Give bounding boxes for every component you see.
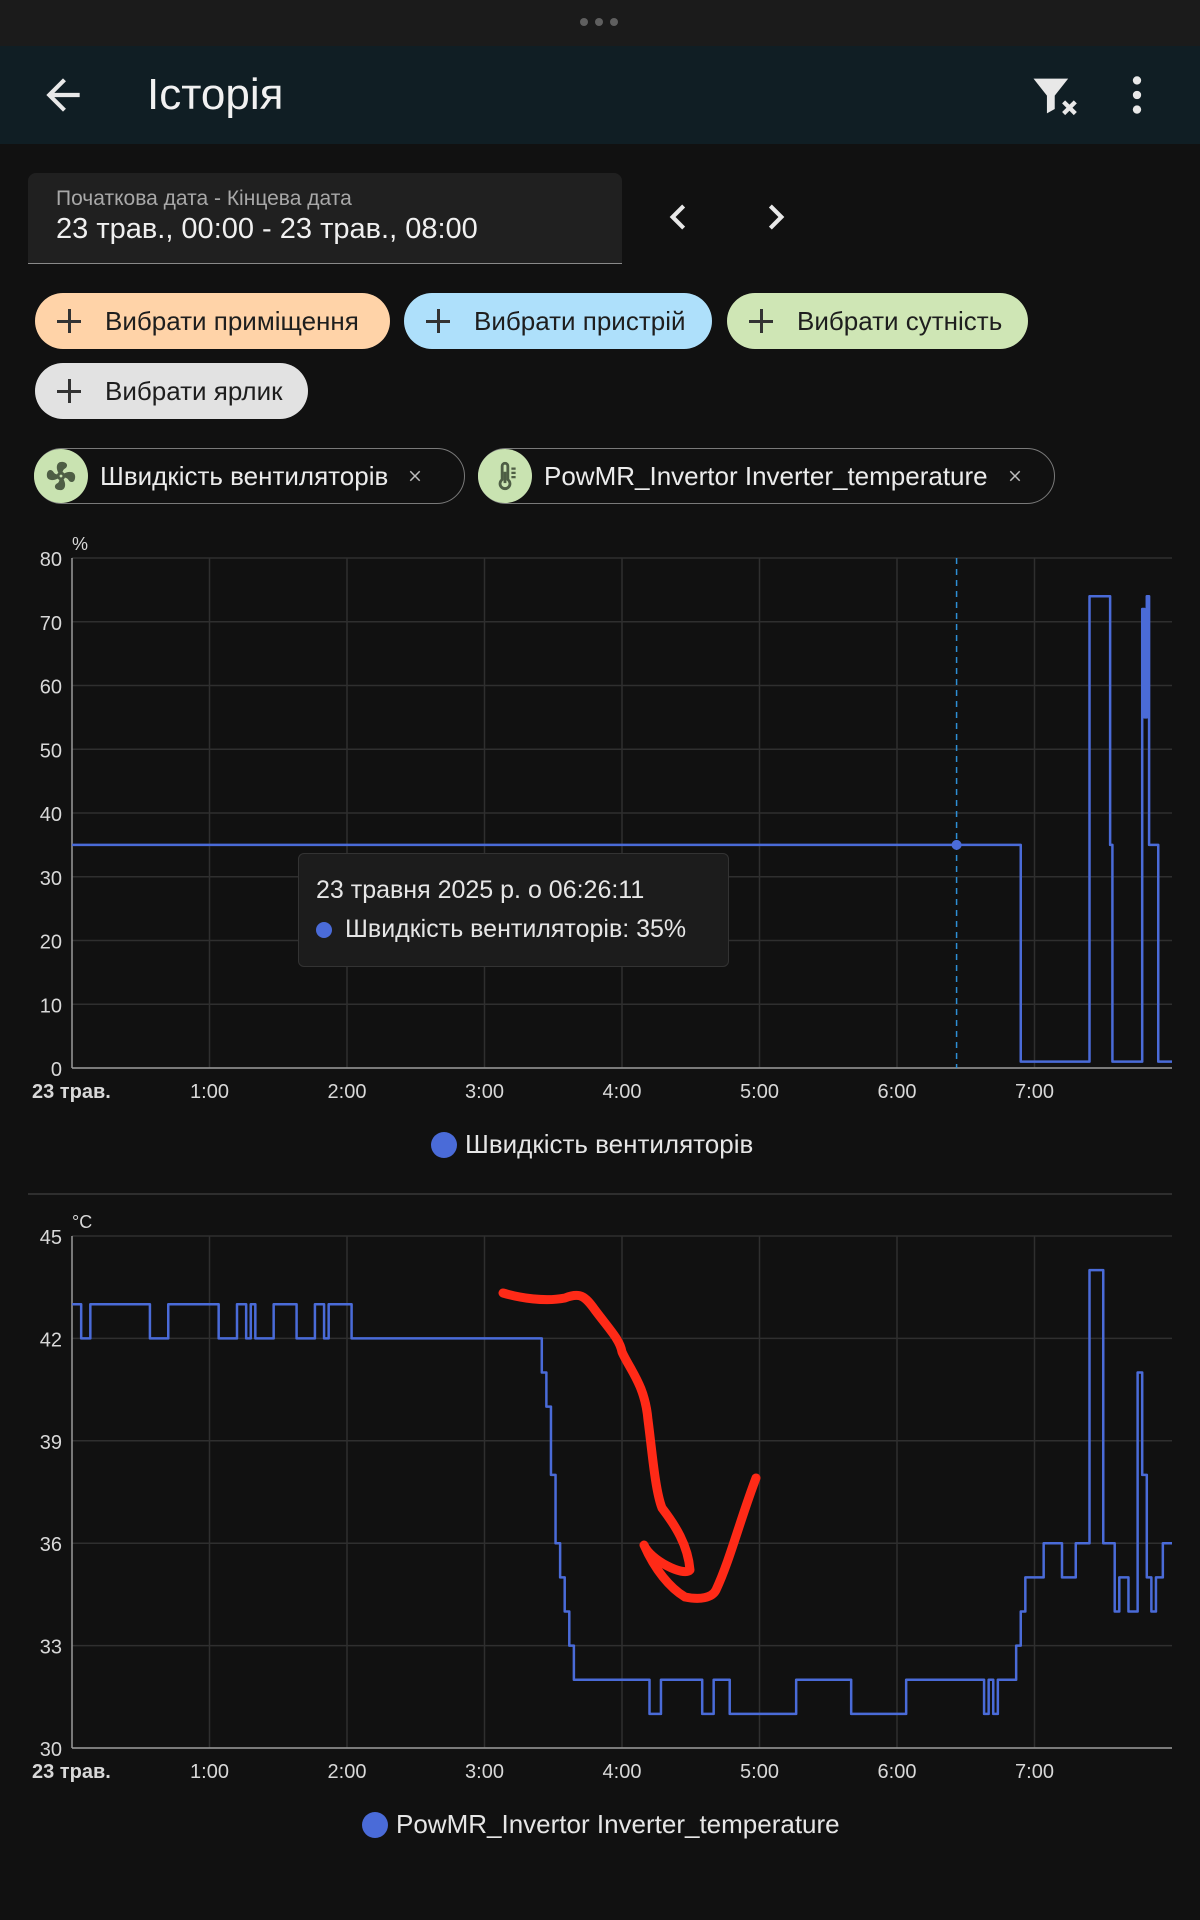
dots-vertical-icon[interactable]: [1112, 70, 1162, 120]
plus-icon: [749, 309, 773, 333]
x-tick-label: 23 трав.: [32, 1081, 111, 1103]
date-range-label: Початкова дата - Кінцева дата: [56, 187, 352, 210]
system-navigation-area: [0, 1880, 1200, 1920]
y-axis-unit: °C: [72, 1212, 92, 1232]
x-tick-label: 4:00: [603, 1761, 642, 1783]
legend-label: PowMR_Invertor Inverter_temperature: [396, 1809, 840, 1839]
date-range-value: 23 трав., 00:00 - 23 трав., 08:00: [56, 213, 478, 245]
series-line: [72, 1268, 1172, 1716]
y-tick-label: 45: [40, 1227, 62, 1249]
y-tick-label: 20: [40, 932, 62, 954]
y-tick-label: 70: [40, 613, 62, 635]
drag-handle[interactable]: [580, 18, 618, 26]
close-icon[interactable]: [406, 467, 424, 485]
entity-chip-label: PowMR_Invertor Inverter_temperature: [544, 460, 988, 491]
y-tick-label: 60: [40, 677, 62, 699]
y-tick-label: 50: [40, 740, 62, 762]
x-tick-label: 1:00: [190, 1761, 229, 1783]
page-title: Історія: [147, 70, 284, 119]
x-tick-label: 2:00: [328, 1081, 367, 1103]
y-tick-label: 0: [51, 1059, 62, 1081]
choose-device-button[interactable]: Вибрати пристрій: [404, 293, 712, 349]
y-tick-label: 30: [40, 1739, 62, 1761]
close-icon[interactable]: [1006, 467, 1024, 485]
chart-tooltip: 23 травня 2025 р. о 06:26:11 Швидкість в…: [298, 853, 729, 967]
choose-label-button[interactable]: Вибрати ярлик: [35, 363, 308, 419]
legend-label: Швидкість вентиляторів: [465, 1129, 754, 1159]
y-tick-label: 42: [40, 1329, 62, 1351]
tooltip-entry: Швидкість вентиляторів: 35%: [316, 915, 686, 944]
filter-remove-icon[interactable]: [1027, 70, 1079, 122]
x-tick-label: 6:00: [878, 1761, 917, 1783]
arrow-left-icon[interactable]: [38, 70, 88, 120]
legend-color-dot: [362, 1811, 388, 1838]
choose-label-label: Вибрати ярлик: [105, 375, 283, 406]
x-tick-label: 23 трав.: [32, 1761, 111, 1783]
entity-chip-label: Швидкість вентиляторів: [100, 460, 389, 491]
thermometer-icon: [478, 449, 532, 503]
x-tick-label: 5:00: [740, 1761, 779, 1783]
choose-area-label: Вибрати приміщення: [105, 305, 359, 336]
x-tick-label: 1:00: [190, 1081, 229, 1103]
x-tick-label: 5:00: [740, 1081, 779, 1103]
y-tick-label: 36: [40, 1534, 62, 1556]
y-tick-label: 39: [40, 1432, 62, 1454]
y-axis-unit: %: [72, 534, 88, 554]
x-tick-label: 7:00: [1015, 1761, 1054, 1783]
fan-speed-legend[interactable]: Швидкість вентиляторів: [431, 1129, 753, 1160]
x-tick-label: 7:00: [1015, 1081, 1054, 1103]
choose-area-button[interactable]: Вибрати приміщення: [35, 293, 390, 349]
entity-chip-inverter-temperature[interactable]: PowMR_Invertor Inverter_temperature: [478, 448, 1055, 504]
x-tick-label: 3:00: [465, 1081, 504, 1103]
series-color-dot: [316, 921, 332, 938]
plus-icon: [57, 379, 81, 403]
choose-device-label: Вибрати пристрій: [474, 305, 686, 336]
y-tick-label: 40: [40, 804, 62, 826]
tooltip-time: 23 травня 2025 р. о 06:26:11: [316, 876, 645, 904]
cursor-point: [951, 839, 962, 850]
x-tick-label: 4:00: [603, 1081, 642, 1103]
temperature-legend[interactable]: PowMR_Invertor Inverter_temperature: [362, 1809, 840, 1840]
tooltip-entry-text: Швидкість вентиляторів: 35%: [345, 915, 687, 943]
plus-icon: [57, 309, 81, 333]
chevron-right-icon[interactable]: [751, 192, 801, 242]
legend-color-dot: [431, 1131, 457, 1158]
x-tick-label: 3:00: [465, 1761, 504, 1783]
x-tick-label: 6:00: [878, 1081, 917, 1103]
y-tick-label: 10: [40, 995, 62, 1017]
plus-icon: [426, 309, 450, 333]
entity-chip-fan-speed[interactable]: Швидкість вентиляторів: [34, 448, 465, 504]
app-bar: Історія: [0, 46, 1200, 144]
choose-entity-label: Вибрати сутність: [797, 305, 1003, 336]
chevron-left-icon[interactable]: [653, 192, 703, 242]
status-bar: [0, 0, 1200, 46]
date-range-picker[interactable]: Початкова дата - Кінцева дата 23 трав., …: [28, 173, 622, 264]
x-tick-label: 2:00: [328, 1761, 367, 1783]
choose-entity-button[interactable]: Вибрати сутність: [727, 293, 1028, 349]
chart-divider: [28, 1193, 1172, 1195]
fan-icon: [34, 449, 88, 503]
series-line: [72, 595, 1172, 1063]
y-tick-label: 30: [40, 868, 62, 890]
y-tick-label: 80: [40, 549, 62, 571]
y-tick-label: 33: [40, 1637, 62, 1659]
inverter-temperature-chart[interactable]: 30 33 36 39 42 45 23 трав. 1:00 2:00 3:00 4:00 5:00…: [32, 1212, 1172, 1783]
